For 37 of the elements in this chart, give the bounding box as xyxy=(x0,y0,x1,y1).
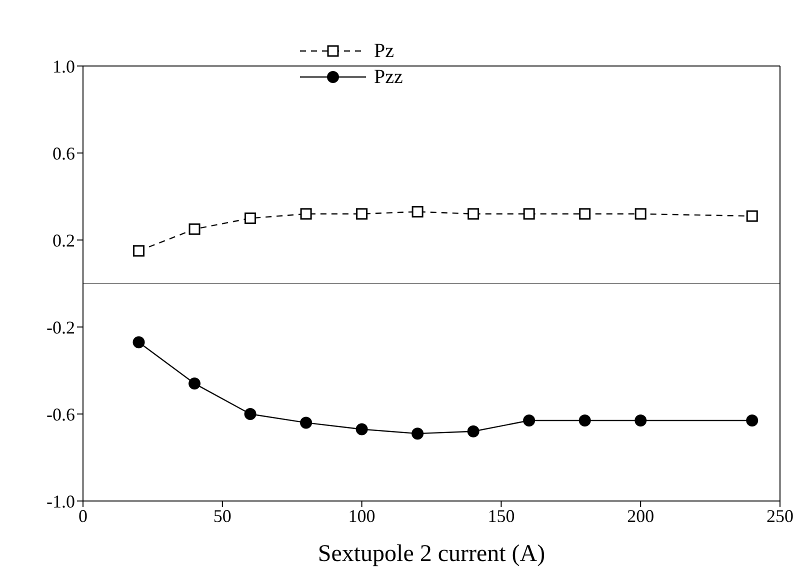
y-tick-label: -0.6 xyxy=(46,404,75,424)
point xyxy=(244,408,256,420)
point xyxy=(188,378,201,390)
point xyxy=(468,208,480,220)
point xyxy=(356,423,368,436)
point xyxy=(578,414,591,427)
point xyxy=(132,336,145,348)
y-tick-label: -1.0 xyxy=(46,491,75,512)
y-tick-label: 1.0 xyxy=(52,56,75,76)
point xyxy=(746,414,758,427)
point xyxy=(356,208,368,220)
point xyxy=(188,223,200,235)
x-tick-label: 0 xyxy=(78,506,88,526)
point xyxy=(133,245,145,257)
y-tick-label: 0.2 xyxy=(52,230,75,250)
point xyxy=(244,212,256,224)
point xyxy=(467,425,480,438)
x-tick-label: 250 xyxy=(766,506,794,526)
point xyxy=(523,208,535,220)
point xyxy=(300,416,312,429)
y-tick-label: -0.2 xyxy=(46,317,75,338)
y-tick-label: 0.6 xyxy=(52,143,75,164)
point xyxy=(523,414,536,427)
point xyxy=(746,210,758,222)
point xyxy=(300,208,312,220)
x-tick-label: 150 xyxy=(488,506,515,526)
x-tick-label: 200 xyxy=(627,506,654,526)
x-axis-title: Sextupole 2 current (A) xyxy=(318,541,546,567)
point xyxy=(412,428,424,440)
legend-label: Pz xyxy=(374,40,394,62)
point xyxy=(412,206,424,218)
legend-label: Pzz xyxy=(374,66,403,88)
point xyxy=(579,208,591,220)
x-tick-label: 50 xyxy=(213,506,232,526)
x-tick-label: 100 xyxy=(348,506,376,526)
point xyxy=(634,414,647,427)
point xyxy=(634,208,646,220)
